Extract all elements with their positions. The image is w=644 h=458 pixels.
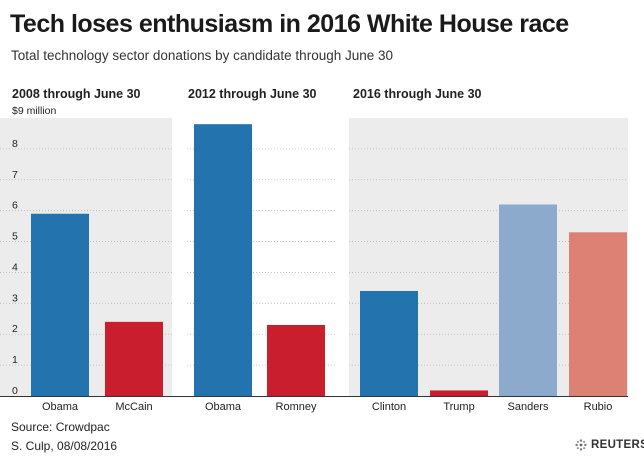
- panel-label: 2016 through June 30: [353, 87, 482, 101]
- chart-title: Tech loses enthusiasm in 2016 White Hous…: [10, 10, 569, 38]
- bar-trump: [430, 390, 488, 396]
- bar-sanders: [499, 204, 557, 396]
- y-axis-label: $9 million: [12, 105, 57, 117]
- x-tick-label: Obama: [205, 401, 242, 413]
- bar-mccain: [105, 321, 163, 396]
- panel-label: 2008 through June 30: [12, 87, 141, 101]
- y-tick-label: 0: [12, 385, 18, 397]
- x-tick-label: Trump: [443, 401, 474, 413]
- panel-label: 2012 through June 30: [188, 87, 317, 101]
- y-tick-label: 7: [12, 169, 18, 181]
- reuters-logo: REUTERS: [574, 438, 644, 452]
- x-tick-label: Obama: [42, 401, 79, 413]
- y-tick-label: 8: [12, 138, 18, 150]
- x-tick-label: McCain: [115, 401, 152, 413]
- bar-obama: [194, 124, 252, 396]
- y-tick-label: 4: [12, 261, 18, 273]
- x-tick-label: Clinton: [372, 401, 406, 413]
- bar-clinton: [360, 290, 418, 396]
- y-tick-label: 1: [12, 354, 18, 366]
- y-tick-label: 3: [12, 292, 18, 304]
- y-tick-label: 6: [12, 200, 18, 212]
- bar-obama: [31, 213, 89, 396]
- reuters-dots-icon: [575, 439, 587, 451]
- credit-note: S. Culp, 08/08/2016: [11, 439, 118, 453]
- y-tick-label: 2: [12, 323, 18, 335]
- reuters-wordmark: REUTERS: [591, 439, 644, 451]
- y-tick-label: 5: [12, 231, 18, 243]
- source-note: Source: Crowdpac: [11, 420, 110, 434]
- bar-romney: [267, 324, 325, 396]
- x-tick-label: Rubio: [584, 401, 613, 413]
- bar-rubio: [569, 232, 627, 396]
- chart-subtitle: Total technology sector donations by can…: [11, 48, 394, 63]
- x-tick-label: Romney: [276, 401, 317, 413]
- x-tick-label: Sanders: [508, 401, 549, 413]
